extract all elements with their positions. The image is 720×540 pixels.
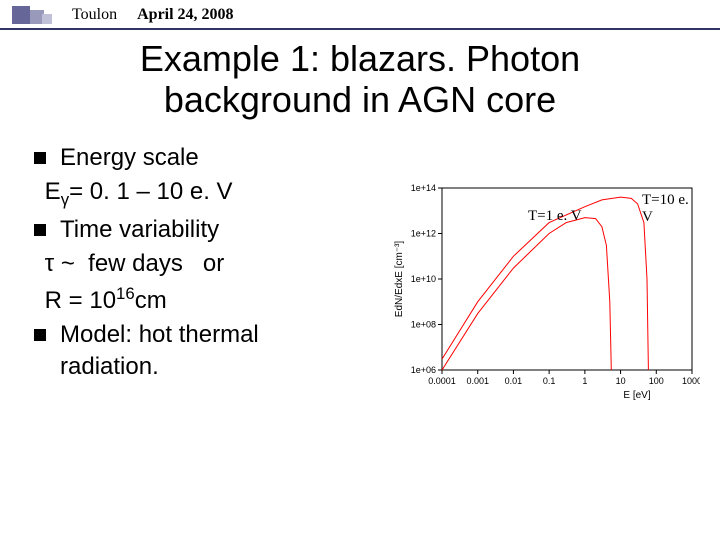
svg-text:1e+08: 1e+08: [411, 320, 436, 330]
header-decor: [12, 6, 52, 24]
bullet-item: Time variability: [34, 214, 374, 246]
svg-text:1e+14: 1e+14: [411, 183, 436, 193]
bullet-text: Time variability: [60, 214, 219, 246]
photon-spectrum-chart: 0.0001 0.001 0.01 0.1 1 10 100 1000 1e+06 1e+08 1e…: [390, 180, 700, 400]
svg-text:0.0001: 0.0001: [428, 376, 456, 386]
svg-text:10: 10: [616, 376, 626, 386]
svg-text:1: 1: [582, 376, 587, 386]
svg-text:1e+10: 1e+10: [411, 274, 436, 284]
chart-annotation-t10: T=10 e. V: [642, 192, 700, 226]
header-text: Toulon April 24, 2008: [72, 6, 234, 24]
bullet-sub: τ ~ few days or: [38, 248, 374, 280]
bullet-icon: [34, 329, 46, 341]
chart-annotation-t1: T=1 e. V: [528, 208, 582, 225]
bullet-icon: [34, 224, 46, 236]
bullet-item: Model: hot thermalradiation.: [34, 319, 374, 384]
title-line-2: background in AGN core: [0, 79, 720, 120]
svg-text:0.01: 0.01: [505, 376, 523, 386]
header-location: Toulon: [72, 6, 117, 23]
decor-square-icon: [42, 14, 52, 24]
header-date: April 24, 2008: [137, 6, 233, 23]
bullet-item: Energy scale: [34, 142, 374, 174]
bullet-icon: [34, 152, 46, 164]
bullet-list: Energy scale Eγ= 0. 1 – 10 e. V Time var…: [34, 140, 374, 384]
svg-text:100: 100: [649, 376, 664, 386]
svg-text:1e+06: 1e+06: [411, 365, 436, 375]
bullet-sub: Eγ= 0. 1 – 10 e. V: [38, 176, 374, 211]
svg-text:0.1: 0.1: [543, 376, 556, 386]
svg-text:1000: 1000: [682, 376, 700, 386]
decor-square-icon: [12, 6, 30, 24]
slide-title: Example 1: blazars. Photon background in…: [0, 38, 720, 121]
title-line-1: Example 1: blazars. Photon: [0, 38, 720, 79]
bullet-sub: R = 1016cm: [38, 283, 374, 317]
svg-text:EdN/EdxE [cm⁻³]: EdN/EdxE [cm⁻³]: [394, 241, 405, 318]
svg-text:1e+12: 1e+12: [411, 229, 436, 239]
svg-text:E [eV]: E [eV]: [623, 390, 650, 400]
bullet-text: Model: hot thermalradiation.: [60, 319, 259, 384]
header-bar: Toulon April 24, 2008: [0, 0, 720, 30]
bullet-text: Energy scale: [60, 142, 199, 174]
svg-text:0.001: 0.001: [466, 376, 489, 386]
